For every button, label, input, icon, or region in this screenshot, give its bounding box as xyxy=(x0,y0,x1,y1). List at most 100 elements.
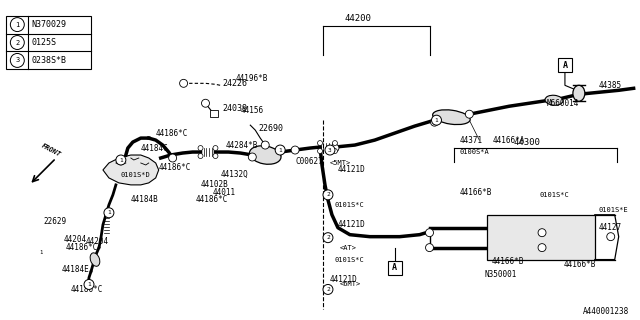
Text: C00627: C00627 xyxy=(295,157,323,166)
Text: 24226: 24226 xyxy=(223,79,248,88)
Text: 44121D: 44121D xyxy=(338,165,365,174)
Circle shape xyxy=(213,154,218,158)
Text: 0125S: 0125S xyxy=(31,38,56,47)
Text: 44186*C: 44186*C xyxy=(71,285,104,294)
Text: 1: 1 xyxy=(278,148,282,153)
Circle shape xyxy=(104,208,114,218)
Polygon shape xyxy=(103,155,159,185)
Text: 1: 1 xyxy=(107,210,111,215)
Text: 0101S*D: 0101S*D xyxy=(121,172,150,178)
Text: N370029: N370029 xyxy=(31,20,67,29)
Text: 44200: 44200 xyxy=(344,14,371,23)
Text: 1: 1 xyxy=(15,21,19,28)
Text: 44204: 44204 xyxy=(86,237,109,246)
Circle shape xyxy=(323,233,333,243)
Text: 2: 2 xyxy=(326,192,330,197)
Text: 3: 3 xyxy=(15,57,19,63)
Text: 44186*C: 44186*C xyxy=(66,243,99,252)
Text: 44127: 44127 xyxy=(599,223,622,232)
Text: 0101S*C: 0101S*C xyxy=(335,202,365,208)
Text: 44102B: 44102B xyxy=(200,180,228,189)
Text: 44371: 44371 xyxy=(460,136,483,145)
Text: 0101S*C: 0101S*C xyxy=(335,257,365,263)
Bar xyxy=(6,16,91,69)
Circle shape xyxy=(465,110,474,118)
Text: 44196*B: 44196*B xyxy=(236,74,268,83)
Circle shape xyxy=(291,146,299,154)
Text: 3: 3 xyxy=(328,148,332,153)
Text: 44166*A: 44166*A xyxy=(492,136,525,145)
Circle shape xyxy=(426,244,433,252)
Text: 0238S*B: 0238S*B xyxy=(31,56,67,65)
Text: 44184B: 44184B xyxy=(131,195,159,204)
Circle shape xyxy=(431,115,442,125)
Circle shape xyxy=(607,233,614,241)
Text: 44156: 44156 xyxy=(241,106,264,115)
Text: <5MT>: <5MT> xyxy=(330,160,351,166)
Text: 1: 1 xyxy=(40,250,43,255)
Circle shape xyxy=(323,284,333,294)
Text: 44121D: 44121D xyxy=(330,275,358,284)
Text: A440001238: A440001238 xyxy=(582,307,628,316)
Circle shape xyxy=(169,154,177,162)
Text: 44121D: 44121D xyxy=(338,220,365,229)
Circle shape xyxy=(325,145,335,155)
Circle shape xyxy=(426,229,433,237)
Circle shape xyxy=(116,155,126,165)
Text: 1: 1 xyxy=(87,282,91,287)
Circle shape xyxy=(332,140,337,146)
Circle shape xyxy=(84,279,94,289)
Ellipse shape xyxy=(433,110,470,124)
Circle shape xyxy=(538,244,546,252)
Bar xyxy=(487,215,595,260)
Text: 24039: 24039 xyxy=(223,104,248,113)
Text: 44011: 44011 xyxy=(212,188,236,197)
Circle shape xyxy=(213,146,218,150)
Ellipse shape xyxy=(250,146,281,164)
Text: 2: 2 xyxy=(326,235,330,240)
Text: 44300: 44300 xyxy=(514,138,541,147)
Circle shape xyxy=(431,118,438,126)
Text: N350001: N350001 xyxy=(484,270,516,279)
Circle shape xyxy=(323,190,333,200)
Text: 44186*C: 44186*C xyxy=(156,129,188,138)
Text: 44385: 44385 xyxy=(599,81,622,90)
Text: FRONT: FRONT xyxy=(40,142,62,158)
Ellipse shape xyxy=(90,253,100,266)
Text: 22690: 22690 xyxy=(259,124,284,132)
Text: 44166*B: 44166*B xyxy=(564,260,596,269)
Text: 44166*B: 44166*B xyxy=(492,257,524,266)
Circle shape xyxy=(198,154,203,158)
Circle shape xyxy=(180,79,188,87)
Bar xyxy=(558,59,572,72)
Text: 44132Q: 44132Q xyxy=(220,171,248,180)
Circle shape xyxy=(198,146,203,150)
Text: 1: 1 xyxy=(435,118,438,123)
Text: 0101S*C: 0101S*C xyxy=(539,192,569,198)
Text: 44184E: 44184E xyxy=(61,265,89,274)
Text: 22629: 22629 xyxy=(44,217,67,226)
Circle shape xyxy=(332,148,337,154)
Circle shape xyxy=(10,18,24,32)
Text: 2: 2 xyxy=(15,39,19,45)
Text: 44204: 44204 xyxy=(64,235,87,244)
Text: A: A xyxy=(392,263,397,272)
Text: 44284*B: 44284*B xyxy=(225,140,258,149)
Text: 2: 2 xyxy=(326,287,330,292)
Ellipse shape xyxy=(573,85,585,101)
Text: A: A xyxy=(563,61,568,70)
Circle shape xyxy=(10,53,24,68)
Text: <AT>: <AT> xyxy=(340,244,357,251)
Text: 44184C: 44184C xyxy=(141,144,168,153)
Circle shape xyxy=(10,36,24,50)
Bar xyxy=(211,110,218,117)
Text: 44186*C: 44186*C xyxy=(196,195,228,204)
Circle shape xyxy=(331,144,339,152)
Circle shape xyxy=(538,229,546,237)
Circle shape xyxy=(275,145,285,155)
Text: 44166*B: 44166*B xyxy=(460,188,492,197)
Circle shape xyxy=(248,153,256,161)
Text: 0100S*A: 0100S*A xyxy=(460,149,489,155)
Text: M660014: M660014 xyxy=(547,99,579,108)
Circle shape xyxy=(261,141,269,149)
